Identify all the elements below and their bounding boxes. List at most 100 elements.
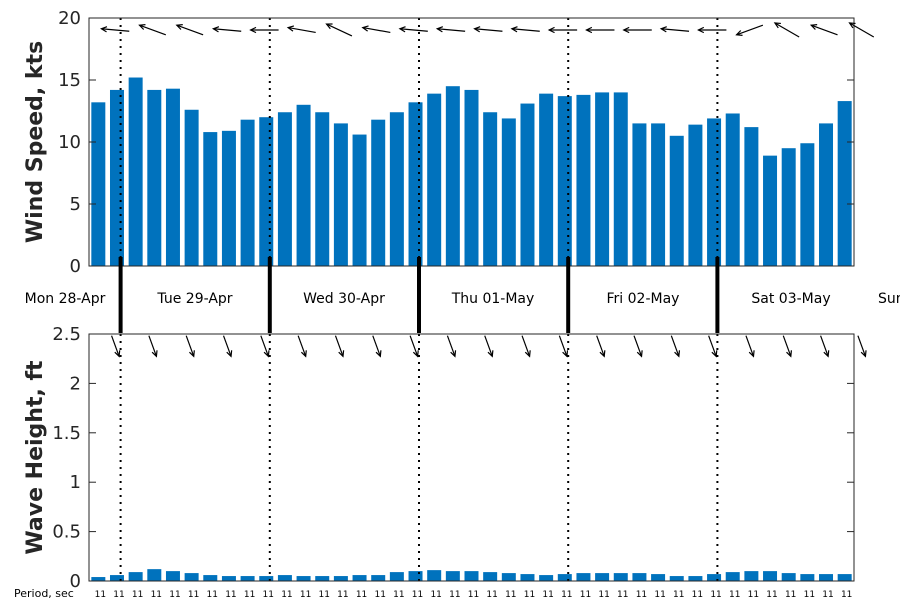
period-value: 11 — [486, 590, 497, 600]
arrow-shaft — [736, 24, 764, 36]
day-label: Sun — [878, 291, 900, 307]
wave-ylabel: Wave Height, ft — [23, 360, 48, 555]
period-value: 11 — [300, 590, 311, 600]
period-value: 11 — [169, 590, 180, 600]
arrow-head — [786, 350, 793, 358]
arrow-shaft — [185, 335, 195, 357]
wind-bar — [109, 89, 124, 266]
period-value: 11 — [337, 590, 348, 600]
wave-bar — [557, 574, 572, 581]
wave-bar — [333, 576, 348, 581]
wave-direction-arrow — [708, 335, 718, 358]
wave-bar — [651, 574, 666, 581]
period-value: 11 — [263, 590, 274, 600]
wind-direction-arrow — [773, 22, 800, 38]
wave-bar — [800, 574, 815, 581]
arrow-shaft — [111, 335, 120, 357]
wave-bar — [669, 576, 684, 581]
arrow-shaft — [745, 335, 755, 357]
wave-direction-arrow — [260, 335, 270, 358]
arrow-shaft — [810, 24, 838, 36]
day-label: Tue 29-Apr — [156, 291, 232, 307]
arrow-shaft — [661, 28, 690, 32]
wave-bar — [371, 575, 386, 581]
wind-direction-arrow — [325, 23, 353, 37]
period-value: 11 — [673, 590, 684, 600]
period-value: 11 — [561, 590, 572, 600]
arrow-shaft — [558, 335, 568, 357]
wave-bar — [277, 575, 292, 581]
arrow-head — [711, 350, 718, 358]
wind-direction-arrow — [697, 26, 727, 34]
arrow-head — [674, 350, 681, 358]
period-value: 11 — [505, 590, 516, 600]
wave-ytick-label: 0 — [70, 571, 81, 592]
arrow-shaft — [372, 335, 381, 357]
arrow-shaft — [521, 335, 531, 357]
arrow-head — [325, 23, 333, 30]
wind-bar — [744, 127, 759, 267]
wind-direction-arrow — [659, 26, 690, 33]
wind-bar — [520, 103, 535, 266]
arrow-shaft — [708, 335, 717, 357]
period-title: Period, sec — [14, 587, 74, 600]
period-value: 11 — [524, 590, 535, 600]
arrow-shaft — [297, 335, 307, 357]
arrow-head — [823, 350, 830, 358]
period-row: Period, sec 11 11 11 11 11 11 11 11 11 11 11 11 11 11 1… — [14, 587, 852, 600]
wave-bar — [389, 572, 404, 581]
wind-bar — [464, 89, 479, 266]
wind-ytick-label: 0 — [70, 256, 81, 277]
period-value: 11 — [412, 590, 423, 600]
wave-bar — [109, 575, 124, 581]
wave-bar — [165, 571, 180, 581]
period-value: 11 — [710, 590, 721, 600]
arrow-head — [547, 26, 555, 34]
arrow-shaft — [409, 335, 419, 357]
period-value: 11 — [692, 590, 703, 600]
wind-bar — [613, 92, 628, 267]
wave-direction-arrow — [596, 335, 606, 358]
arrow-shaft — [326, 23, 353, 37]
day-label: Mon 28-Apr — [25, 291, 106, 307]
period-value: 11 — [132, 590, 143, 600]
arrow-head — [151, 350, 158, 358]
wind-bar — [91, 102, 106, 266]
wave-bar — [352, 575, 367, 581]
arrow-head — [848, 22, 856, 29]
arrow-shaft — [857, 335, 866, 357]
wind-bar — [203, 132, 218, 266]
period-value: 11 — [617, 590, 628, 600]
arrow-head — [138, 24, 146, 30]
wind-bar — [352, 134, 367, 266]
arrow-head — [524, 350, 531, 358]
wind-direction-arrow — [361, 25, 391, 34]
wind-bar — [259, 117, 274, 266]
wave-bar — [203, 575, 218, 581]
arrow-shaft — [633, 335, 643, 357]
arrow-head — [338, 350, 345, 358]
wind-bar — [389, 112, 404, 267]
wave-direction-arrow — [409, 335, 419, 358]
period-value: 11 — [430, 590, 441, 600]
wave-direction-arrow — [820, 335, 830, 358]
period-value: 11 — [804, 590, 815, 600]
period-value: 11 — [654, 590, 665, 600]
arrow-head — [211, 26, 220, 33]
arrow-head — [398, 26, 406, 33]
wave-direction-arrow — [185, 335, 195, 358]
wave-direction-arrow — [558, 335, 569, 358]
wind-bar — [800, 143, 815, 266]
wave-direction-arrow — [334, 335, 345, 358]
wave-direction-arrow — [745, 335, 755, 358]
arrow-shaft — [334, 335, 344, 357]
wave-ytick-label: 1 — [70, 472, 81, 493]
wind-bar — [221, 130, 236, 266]
wave-ytick-label: 2.5 — [52, 324, 81, 345]
period-value: 11 — [151, 590, 162, 600]
period-value: 11 — [636, 590, 647, 600]
wave-bar — [539, 575, 554, 581]
wave-bar — [464, 571, 479, 581]
wind-bar — [408, 102, 423, 266]
